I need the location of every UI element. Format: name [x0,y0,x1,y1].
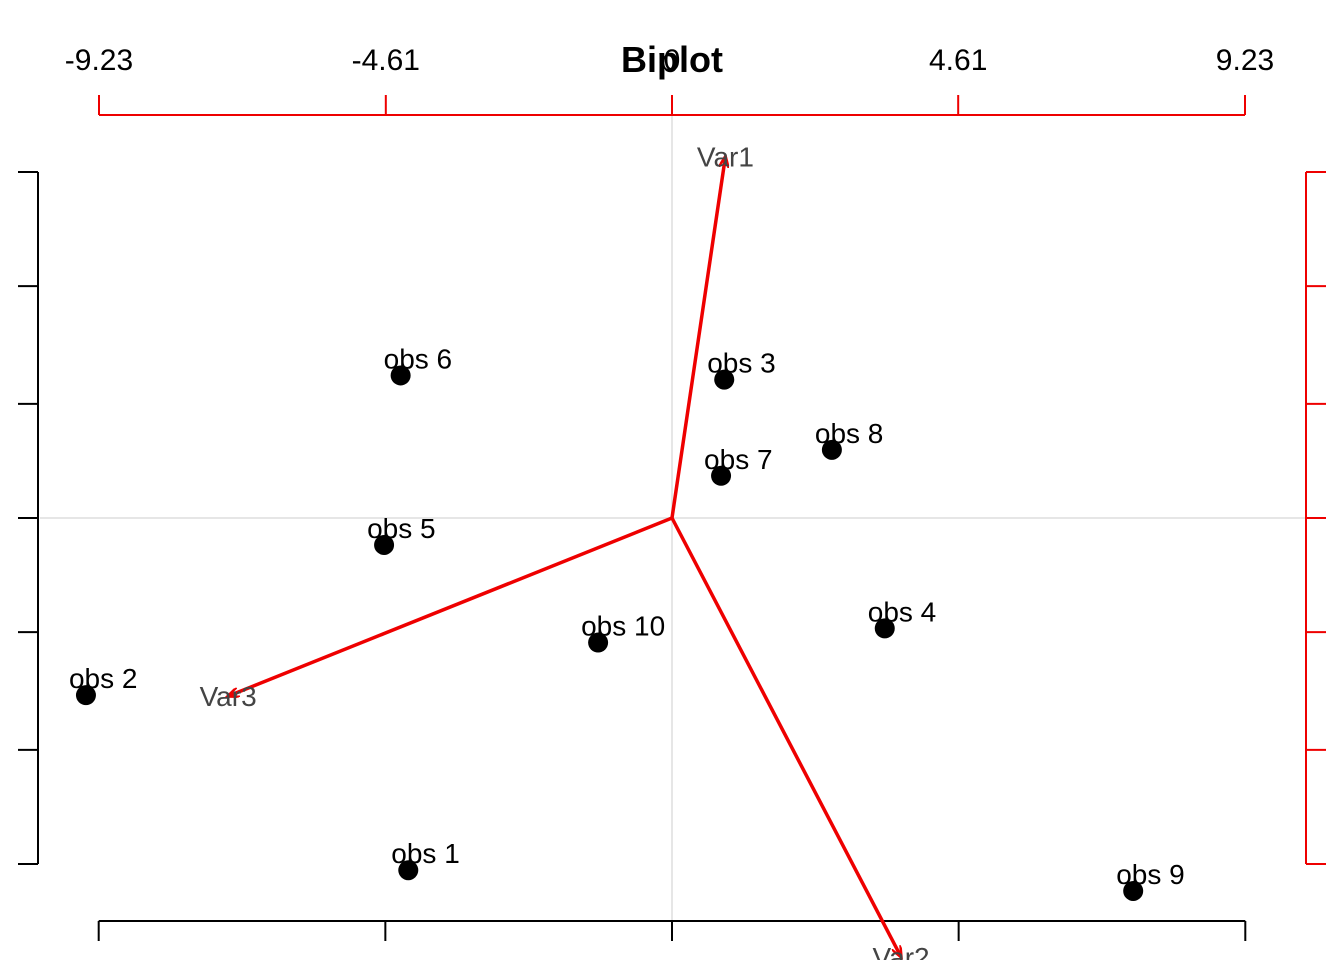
bottom-score-axis [97,920,1247,941]
variable-arrows: Var1 Var2 Var3 [200,142,930,960]
observation-point [874,618,895,639]
right-loading-axis [1305,171,1326,865]
observation-label: obs 7 [704,444,773,475]
observation-label: obs 3 [707,348,776,379]
left-score-axis [18,171,39,865]
observation-label: obs 6 [384,343,453,374]
variable-label: Var1 [697,142,754,173]
variable-label: Var2 [873,942,930,960]
variable-label: Var3 [200,681,257,712]
top-axis-tick-label: 4.61 [929,44,987,77]
observation-label: obs 9 [1116,859,1185,890]
observation-point [821,439,842,460]
top-axis-tick-label: -4.61 [352,44,420,77]
top-axis-tick-label: 9.23 [1216,44,1274,77]
observation-label: obs 5 [367,513,436,544]
variable-arrow [228,516,673,696]
observation-point [374,534,395,555]
observation-point [588,632,609,653]
top-axis-tick-label: -9.23 [65,44,133,77]
observation-point [1123,880,1144,901]
observation-label: obs 1 [391,838,460,869]
observation-label: obs 2 [69,663,137,694]
observation-point [390,365,411,386]
variable-arrow [670,157,725,519]
observation-point [711,465,732,486]
observation-label: obs 8 [815,418,884,449]
observation-label: obs 4 [868,596,937,627]
observation-label: obs 10 [581,611,665,642]
variable-arrow [670,517,901,957]
top-axis-tick-label: 0 [664,44,681,77]
observation-point [714,369,735,390]
top-loading-axis: -9.23 -4.61 0 4.61 9.23 [65,44,1274,116]
chart-title: Biplot [621,39,723,80]
observation-point [75,685,96,706]
observation-points: obs 1 obs 2 obs 3 obs 4 obs 5 obs 6 obs 7 obs 8… [69,343,1185,901]
observation-point [398,860,419,881]
